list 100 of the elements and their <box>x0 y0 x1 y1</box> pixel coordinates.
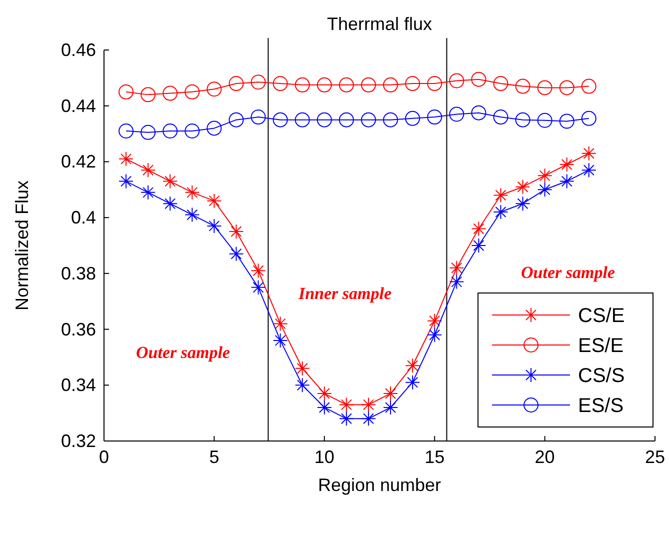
point <box>559 174 574 189</box>
point <box>228 224 244 240</box>
point <box>162 123 178 138</box>
point <box>449 260 464 276</box>
point <box>471 105 486 120</box>
point <box>427 110 442 125</box>
point <box>405 358 420 374</box>
point <box>449 106 464 122</box>
point <box>338 112 354 128</box>
legend-label: CS/E <box>578 305 625 327</box>
point <box>118 123 134 138</box>
point <box>537 112 552 128</box>
point <box>206 218 222 234</box>
point <box>184 84 200 100</box>
point <box>405 110 420 126</box>
point <box>360 112 376 128</box>
point <box>294 360 310 376</box>
point <box>360 397 376 412</box>
x-tick-label: 20 <box>534 447 555 467</box>
point <box>449 73 464 88</box>
point <box>316 112 332 128</box>
point <box>581 146 596 161</box>
point <box>184 207 200 222</box>
point <box>515 112 530 128</box>
x-tick-label: 5 <box>209 447 220 467</box>
point <box>272 316 288 332</box>
x-tick-label: 15 <box>424 447 445 467</box>
y-tick-label: 0.34 <box>60 375 96 396</box>
point <box>427 76 442 92</box>
point <box>184 184 200 200</box>
point <box>515 78 530 94</box>
annotation: Outer sample <box>136 343 230 362</box>
point <box>228 112 244 128</box>
point <box>493 188 508 203</box>
y-axis-title: Normalized Flux <box>12 180 32 311</box>
point <box>338 411 354 426</box>
x-tick-label: 25 <box>644 447 666 467</box>
point <box>206 82 222 97</box>
point <box>118 174 134 189</box>
y-tick-label: 0.4 <box>70 208 96 228</box>
annotation: Outer sample <box>521 263 616 282</box>
point <box>559 114 574 129</box>
point <box>272 332 288 348</box>
point <box>559 157 574 172</box>
point <box>272 112 288 128</box>
point <box>493 110 508 125</box>
y-tick-label: 0.42 <box>60 152 96 172</box>
y-tick-label: 0.38 <box>60 263 96 284</box>
point <box>405 374 420 390</box>
point <box>250 280 266 295</box>
x-tick-label: 0 <box>98 447 110 467</box>
point <box>360 411 376 426</box>
point <box>184 123 200 138</box>
point <box>250 110 266 125</box>
point <box>206 193 222 208</box>
point <box>338 77 354 92</box>
legend-label: ES/E <box>578 335 624 357</box>
point <box>383 112 398 128</box>
x-tick-label: 10 <box>314 447 334 467</box>
point <box>118 151 134 166</box>
chart-title: Therrmal flux <box>326 14 432 34</box>
point <box>316 386 332 402</box>
point <box>140 162 156 178</box>
point <box>493 204 508 220</box>
point <box>250 74 266 90</box>
y-tick-label: 0.36 <box>60 319 96 340</box>
point <box>338 397 354 412</box>
point <box>537 168 552 184</box>
point <box>228 246 244 262</box>
point <box>449 274 464 290</box>
point <box>272 76 288 92</box>
legend-label: ES/S <box>578 395 624 417</box>
point <box>250 263 266 278</box>
point <box>140 124 156 140</box>
point <box>581 162 596 178</box>
point <box>118 84 134 100</box>
point <box>294 77 310 92</box>
point <box>405 76 420 92</box>
point <box>493 76 508 92</box>
annotation: Inner sample <box>297 284 392 303</box>
y-tick-label: 0.32 <box>60 431 96 451</box>
y-tick-label: 0.44 <box>60 96 96 116</box>
point <box>471 72 486 87</box>
point <box>294 378 310 393</box>
point <box>471 221 486 236</box>
point <box>206 120 222 136</box>
point <box>581 110 596 126</box>
point <box>515 196 530 212</box>
legend-label: CS/S <box>578 365 625 387</box>
point <box>228 76 244 92</box>
point <box>162 174 178 189</box>
point <box>294 112 310 128</box>
x-axis-title: Region number <box>318 475 442 495</box>
point <box>140 184 156 200</box>
point <box>537 182 552 198</box>
point <box>162 196 178 212</box>
point <box>427 313 442 328</box>
point <box>316 400 332 415</box>
point <box>162 86 178 101</box>
point <box>471 238 486 253</box>
